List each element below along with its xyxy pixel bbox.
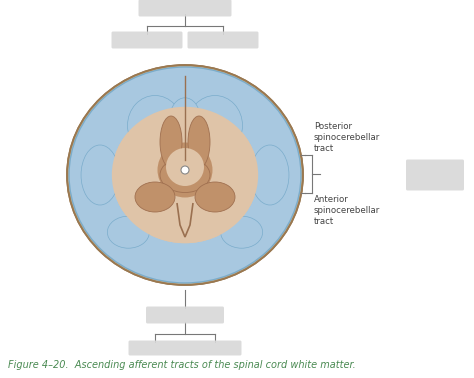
Ellipse shape <box>135 182 175 212</box>
Ellipse shape <box>67 65 303 285</box>
Ellipse shape <box>251 145 289 205</box>
Ellipse shape <box>127 110 244 185</box>
FancyBboxPatch shape <box>128 341 241 355</box>
Circle shape <box>181 166 189 174</box>
FancyBboxPatch shape <box>188 31 258 48</box>
Text: Anterior
spinocerebellar
tract: Anterior spinocerebellar tract <box>314 195 380 226</box>
FancyBboxPatch shape <box>146 307 224 324</box>
Ellipse shape <box>170 98 200 138</box>
Polygon shape <box>177 200 193 237</box>
Ellipse shape <box>112 107 258 243</box>
Ellipse shape <box>188 116 210 168</box>
FancyBboxPatch shape <box>111 31 182 48</box>
FancyBboxPatch shape <box>138 0 231 17</box>
Ellipse shape <box>107 216 149 248</box>
Ellipse shape <box>160 158 210 192</box>
Ellipse shape <box>166 148 204 186</box>
Ellipse shape <box>128 96 182 155</box>
Ellipse shape <box>81 145 119 205</box>
Ellipse shape <box>112 107 258 243</box>
FancyBboxPatch shape <box>406 160 464 191</box>
Ellipse shape <box>220 216 263 248</box>
Ellipse shape <box>69 67 301 283</box>
Text: Figure 4–20.  Ascending afferent tracts of the spinal cord white matter.: Figure 4–20. Ascending afferent tracts o… <box>8 360 356 370</box>
Ellipse shape <box>160 116 182 168</box>
Text: Posterior
spinocerebellar
tract: Posterior spinocerebellar tract <box>314 122 380 153</box>
Ellipse shape <box>188 96 243 155</box>
Ellipse shape <box>157 143 212 197</box>
Ellipse shape <box>195 182 235 212</box>
